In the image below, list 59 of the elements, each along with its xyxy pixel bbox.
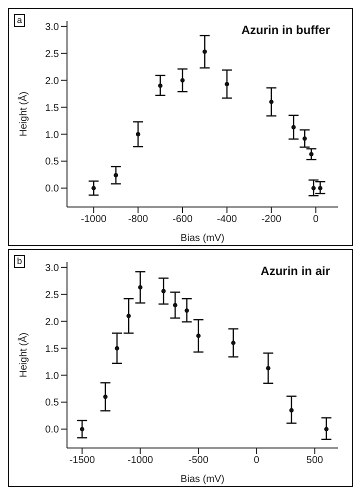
x-tick-label: -1500 [69,455,96,466]
point [311,186,316,190]
point [126,314,131,318]
y-tick-label: 0.5 [45,156,60,168]
y-tick-label: 2.5 [45,48,60,60]
point [172,302,178,308]
y-tick-label: 1.0 [45,130,60,141]
point [180,78,185,83]
x-tick-label: 0 [254,455,260,466]
text: a [14,14,26,27]
x-tick-label: -1000 [127,455,154,466]
point [309,152,314,156]
point [138,285,142,290]
y-tick-label: 3.0 [45,262,60,274]
y-tick-label: 2.0 [45,316,60,328]
y-tick-label: 1.0 [45,370,60,382]
point [318,186,322,190]
y-tick-label: 0.0 [45,184,60,195]
point [231,340,236,346]
point [158,83,162,88]
x-tick-label: -500 [188,455,209,466]
point [269,100,274,104]
x-tick-label: 500 [306,455,324,466]
point [266,366,270,370]
point [91,186,96,190]
x-tick-label: -800 [128,214,149,226]
chart-title: Azurin in buffer [241,23,330,37]
point [80,426,84,432]
point [202,50,207,54]
point [114,346,120,350]
y-axis-title: Height (Å) [18,332,30,378]
point [324,426,329,432]
x-tick-label: -400 [216,214,238,226]
x-tick-label: -1000 [80,214,107,226]
point [291,125,296,130]
x-tick-label: 0 [313,214,320,226]
point [184,308,189,313]
point [114,172,118,178]
x-axis-title: Bias (mV) [180,474,224,485]
y-axis-title: Height (Å) [18,91,30,137]
y-tick-label: 2.0 [45,76,60,87]
point [103,394,108,399]
y-tick-label: 3.0 [45,22,60,33]
chart-title: Azurin in air [260,264,330,278]
y-tick-label: 1.5 [45,102,60,114]
point [161,288,166,294]
point [224,82,230,86]
point [302,136,307,141]
x-axis-title: Bias (mV) [180,233,224,244]
y-tick-label: 1.5 [45,344,60,355]
point [196,334,201,338]
text: b [14,255,26,268]
y-tick-label: 0.0 [45,424,60,436]
x-tick-label: -200 [261,214,282,226]
y-tick-label: 2.5 [45,290,60,301]
y-tick-label: 0.5 [45,398,60,409]
x-tick-label: -600 [172,214,193,226]
point [136,132,140,136]
point [289,408,294,412]
